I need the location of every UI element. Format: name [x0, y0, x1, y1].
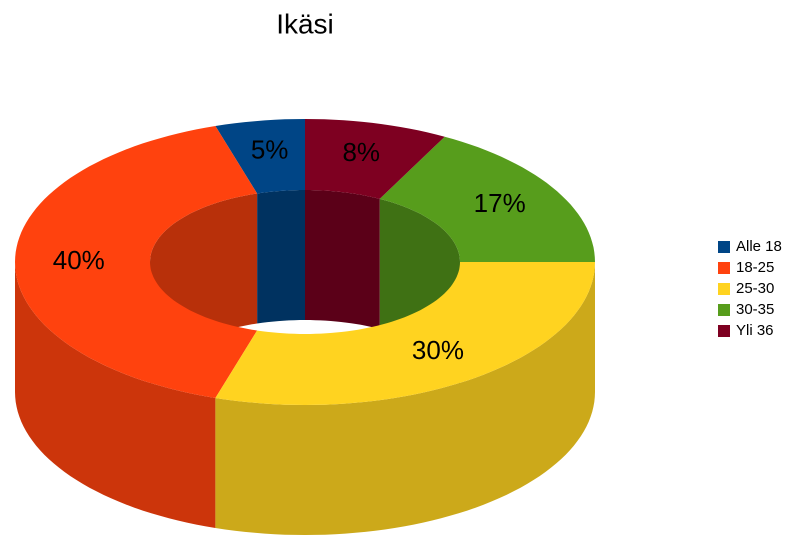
slice: [215, 119, 305, 194]
chart-title: Ikäsi: [276, 8, 334, 39]
data-label: 17%: [474, 188, 526, 218]
legend-label: Yli 36: [736, 322, 774, 339]
legend-swatch: [718, 262, 730, 274]
slice-side: [215, 262, 595, 535]
legend-label: Alle 18: [736, 238, 782, 255]
legend-label: 25-30: [736, 280, 774, 297]
legend-label: 30-35: [736, 301, 774, 318]
data-label: 30%: [412, 335, 464, 365]
legend-label: 18-25: [736, 259, 774, 276]
data-label: 40%: [53, 245, 105, 275]
slice: [305, 119, 445, 199]
data-label: 8%: [342, 137, 380, 167]
slice-side: [15, 262, 216, 528]
slice: [379, 136, 595, 262]
legend-swatch: [718, 283, 730, 295]
slice-inner-wall: [305, 190, 380, 329]
data-label: 5%: [251, 135, 289, 165]
slice: [15, 126, 258, 398]
slice-inner-wall: [257, 190, 305, 324]
slice: [215, 262, 595, 405]
legend-swatch: [718, 241, 730, 253]
legend-swatch: [718, 304, 730, 316]
legend-swatch: [718, 325, 730, 337]
